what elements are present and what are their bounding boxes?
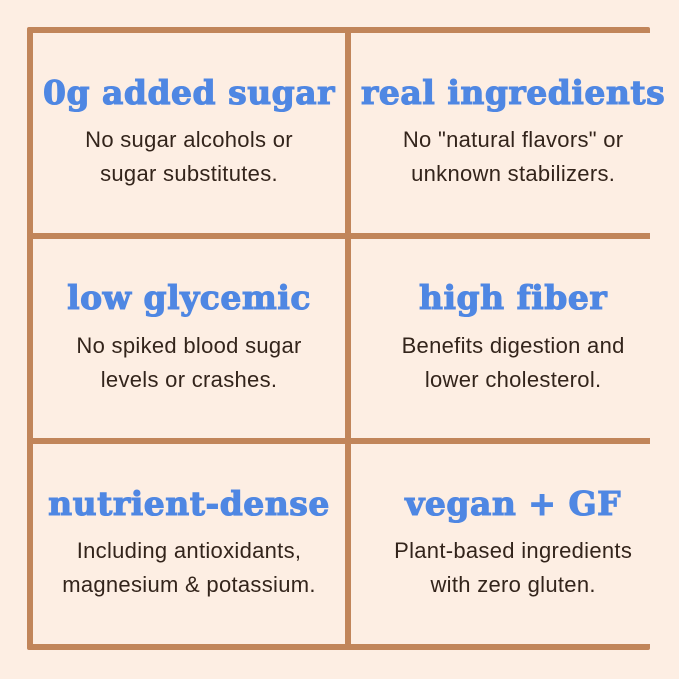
feature-cell-high-fiber: high fiber Benefits digestion and lower … xyxy=(351,238,676,439)
feature-cell-vegan-gf: vegan + GF Plant-based ingredients with … xyxy=(351,444,676,644)
feature-cell-real-ingredients: real ingredients No "natural flavors" or… xyxy=(351,33,676,233)
feature-description: No spiked blood sugar levels or crashes. xyxy=(76,329,301,397)
feature-description-line: No spiked blood sugar xyxy=(76,332,302,358)
feature-cell-added-sugar: 0g added sugar No sugar alcohols or suga… xyxy=(33,33,346,233)
feature-description-line: Benefits digestion and xyxy=(401,332,625,358)
feature-description-line: levels or crashes. xyxy=(100,366,278,392)
feature-title: 0g added sugar xyxy=(42,72,336,112)
feature-cell-nutrient-dense: nutrient-dense Including antioxidants, m… xyxy=(33,444,346,644)
feature-title: vegan + GF xyxy=(405,483,622,523)
feature-title: real ingredients xyxy=(360,72,666,112)
feature-title: high fiber xyxy=(418,278,608,318)
feature-description: No sugar alcohols or sugar substitutes. xyxy=(85,123,293,191)
feature-description-line: with zero gluten. xyxy=(430,572,596,598)
features-grid: 0g added sugar No sugar alcohols or suga… xyxy=(27,27,676,650)
feature-description-line: No sugar alcohols or xyxy=(85,126,293,152)
feature-description-line: lower cholesterol. xyxy=(424,366,602,392)
feature-description-line: sugar substitutes. xyxy=(100,160,278,186)
feature-description: Plant-based ingredients with zero gluten… xyxy=(394,534,632,602)
feature-description-line: Plant-based ingredients xyxy=(394,538,633,564)
feature-description: Benefits digestion and lower cholesterol… xyxy=(402,329,625,397)
feature-title: nutrient-dense xyxy=(48,483,330,523)
feature-description-line: Including antioxidants, xyxy=(76,538,302,564)
feature-description-line: unknown stabilizers. xyxy=(411,160,616,186)
feature-description-line: No "natural flavors" or xyxy=(402,126,624,152)
feature-title: low glycemic xyxy=(67,278,311,318)
feature-description-line: magnesium & potassium. xyxy=(62,572,316,598)
feature-description: Including antioxidants, magnesium & pota… xyxy=(62,534,316,602)
feature-cell-low-glycemic: low glycemic No spiked blood sugar level… xyxy=(33,238,346,439)
feature-description: No "natural flavors" or unknown stabiliz… xyxy=(403,123,624,191)
